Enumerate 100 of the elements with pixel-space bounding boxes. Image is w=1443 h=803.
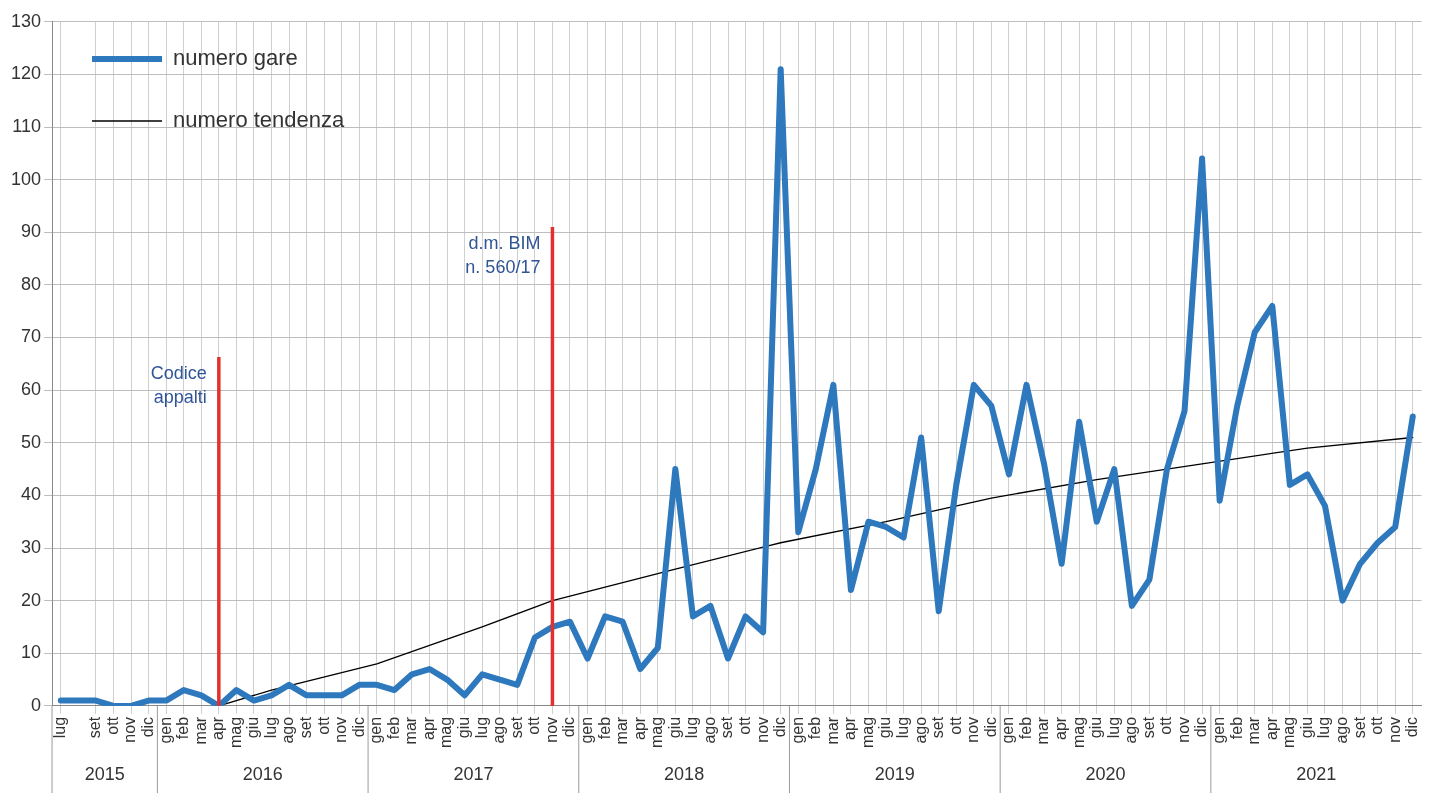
x-tick-label: feb (806, 716, 824, 740)
x-tick-label: giu (455, 716, 473, 739)
x-tick-label: ott (525, 716, 543, 735)
x-tick-label: gen (999, 716, 1017, 744)
x-tick-label: gen (1210, 716, 1228, 744)
x-tick-label: mar (191, 716, 209, 745)
x-tick-label: mar (1245, 716, 1263, 745)
x-tick-label: set (718, 716, 736, 739)
x-tick-label: nov (753, 716, 771, 743)
x-tick-label: ott (1368, 716, 1386, 735)
y-tick-label: 70 (21, 326, 42, 347)
x-tick-label: mag (437, 716, 455, 748)
x-tick-label: apr (1262, 716, 1280, 740)
x-tick-label: set (86, 716, 104, 739)
text: 2020 (1085, 763, 1126, 784)
x-tick-label: apr (209, 716, 227, 740)
y-tick-label: 10 (21, 642, 42, 663)
x-tick-label: dic (560, 716, 578, 738)
x-tick-label: lug (683, 716, 701, 739)
x-tick-label: lug (894, 716, 911, 739)
x-tick-label: dic (349, 716, 367, 738)
y-tick-label: 40 (21, 484, 42, 505)
x-tick-label: giu (876, 716, 894, 739)
text: 2018 (664, 763, 705, 784)
x-tick-label: set (929, 716, 947, 739)
y-tick-label: 0 (31, 694, 42, 715)
y-tick-label: 100 (10, 168, 42, 189)
x-tick-label: nov (964, 716, 982, 743)
x-tick-label: dic (1403, 716, 1421, 738)
x-tick-label: mar (823, 716, 841, 745)
x-tick-label: ago (1332, 716, 1350, 744)
x-tick-label: lug (51, 716, 69, 739)
x-tick-label: giu (665, 716, 683, 739)
x-tick-label: ago (911, 716, 929, 744)
x-tick-label: lug (261, 716, 279, 739)
x-tick-label: feb (384, 716, 402, 740)
x-tick-label: feb (595, 716, 613, 740)
x-tick-label: dic (981, 716, 999, 738)
x-tick-label: apr (1052, 716, 1070, 740)
x-tick-label: ott (1157, 716, 1175, 735)
x-tick-label: gen (156, 716, 174, 744)
x-tick-label: dic (771, 716, 789, 738)
x-tick-label: giu (244, 716, 262, 739)
x-tick-label: gen (788, 716, 806, 744)
x-tick-label: set (297, 716, 315, 739)
x-tick-label: feb (1016, 716, 1034, 740)
legend-label: numero tendenza (173, 107, 346, 133)
y-tick-label: 20 (21, 589, 42, 610)
y-tick-label: 30 (21, 536, 42, 557)
x-tick-label: ago (490, 716, 508, 744)
x-tick-label: nov (332, 716, 350, 743)
x-tick-label: mag (1280, 716, 1298, 748)
x-tick-label: mar (402, 716, 420, 745)
x-tick-label: mag (1069, 716, 1087, 748)
x-tick-label: nov (542, 716, 560, 743)
ref-line-label: d.m. BIM n. 560/17 (465, 232, 541, 277)
x-tick-label: gen (367, 716, 385, 744)
text: 2021 (1296, 763, 1337, 784)
legend-label: numero gare (173, 45, 298, 71)
x-tick-label: ago (1122, 716, 1140, 744)
x-tick-label: nov (1385, 716, 1403, 743)
x-tick-label: ago (700, 716, 718, 744)
x-tick-label: giu (1297, 716, 1315, 739)
y-tick-label: 90 (21, 221, 42, 242)
x-tick-label: apr (630, 716, 648, 740)
x-tick-label: lug (1104, 716, 1122, 739)
x-tick-label: nov (1174, 716, 1192, 743)
x-tick-label: apr (841, 716, 859, 740)
x-tick-label: set (1139, 716, 1157, 739)
x-tick-label: mar (1034, 716, 1052, 745)
x-tick-label: mag (858, 716, 876, 748)
x-tick-label: feb (174, 716, 192, 740)
x-tick-label: apr (419, 716, 437, 740)
x-tick-label: ago (279, 716, 297, 744)
x-tick-label: giu (1087, 716, 1105, 739)
x-tick-label: ott (314, 716, 332, 735)
x-tick-label: set (1350, 716, 1368, 739)
x-tick-label: lug (472, 716, 490, 739)
x-tick-label: lug (1315, 716, 1333, 739)
x-tick-label: mar (613, 716, 631, 745)
text: 2016 (242, 763, 283, 784)
ref-line-label: Codice appalti (150, 362, 207, 407)
x-tick-label: gen (577, 716, 595, 744)
x-tick-label: ott (103, 716, 121, 735)
x-tick-label: dic (139, 716, 157, 738)
x-tick-label: mag (648, 716, 666, 748)
y-tick-label: 130 (10, 10, 42, 31)
text: 2017 (453, 763, 494, 784)
x-tick-label: nov (121, 716, 139, 743)
y-tick-label: 50 (21, 431, 42, 452)
y-tick-label: 80 (21, 273, 42, 294)
text: 2019 (874, 763, 915, 784)
x-tick-label: mag (226, 716, 244, 748)
x-tick-label: feb (1227, 716, 1245, 740)
x-tick-label: ott (735, 716, 753, 735)
y-tick-label: 110 (12, 116, 42, 137)
x-tick-label: ott (946, 716, 964, 735)
x-tick-label: dic (1192, 716, 1210, 738)
x-tick-label: set (507, 716, 525, 739)
y-tick-label: 120 (10, 63, 42, 84)
